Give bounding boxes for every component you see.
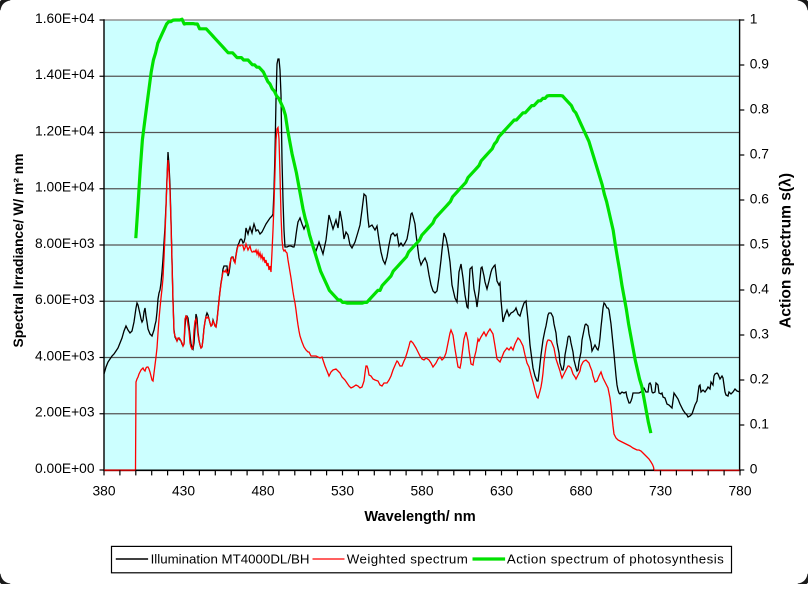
svg-text:1: 1	[750, 11, 758, 26]
svg-text:430: 430	[172, 484, 195, 499]
svg-text:1.20E+04: 1.20E+04	[35, 123, 95, 138]
svg-text:8.00E+03: 8.00E+03	[35, 236, 95, 251]
svg-text:580: 580	[410, 484, 433, 499]
svg-text:530: 530	[331, 484, 354, 499]
svg-text:0.6: 0.6	[750, 191, 770, 206]
svg-text:0.5: 0.5	[750, 236, 770, 251]
svg-text:2.00E+03: 2.00E+03	[35, 405, 95, 420]
svg-text:780: 780	[728, 484, 751, 499]
svg-text:0.00E+00: 0.00E+00	[35, 461, 95, 476]
svg-text:Weighted spectrum: Weighted spectrum	[347, 551, 468, 566]
svg-text:480: 480	[251, 484, 274, 499]
svg-text:1.60E+04: 1.60E+04	[35, 11, 95, 26]
svg-text:680: 680	[569, 484, 592, 499]
svg-text:0.7: 0.7	[750, 146, 769, 161]
svg-text:Illumination MT4000DL/BH: Illumination MT4000DL/BH	[151, 551, 310, 566]
svg-text:0: 0	[750, 461, 758, 476]
svg-text:0.1: 0.1	[750, 416, 769, 431]
svg-text:0.3: 0.3	[750, 326, 770, 341]
svg-text:0.4: 0.4	[750, 281, 770, 296]
svg-text:730: 730	[649, 484, 672, 499]
svg-text:Spectral Irradiance/ W/ m² nm: Spectral Irradiance/ W/ m² nm	[11, 154, 26, 348]
svg-text:Action spectrum of photosynthe: Action spectrum of photosynthesis	[507, 551, 724, 566]
svg-text:0.8: 0.8	[750, 101, 770, 116]
svg-text:4.00E+03: 4.00E+03	[35, 348, 95, 363]
svg-text:Action spectrum s(λ): Action spectrum s(λ)	[778, 173, 795, 328]
svg-text:630: 630	[490, 484, 513, 499]
svg-text:1.40E+04: 1.40E+04	[35, 67, 95, 82]
svg-text:6.00E+03: 6.00E+03	[35, 292, 95, 307]
svg-text:380: 380	[92, 484, 115, 499]
svg-text:1.00E+04: 1.00E+04	[35, 180, 95, 195]
svg-text:0.2: 0.2	[750, 371, 769, 386]
svg-text:Wavelength/ nm: Wavelength/ nm	[364, 509, 475, 525]
svg-text:0.9: 0.9	[750, 56, 770, 71]
